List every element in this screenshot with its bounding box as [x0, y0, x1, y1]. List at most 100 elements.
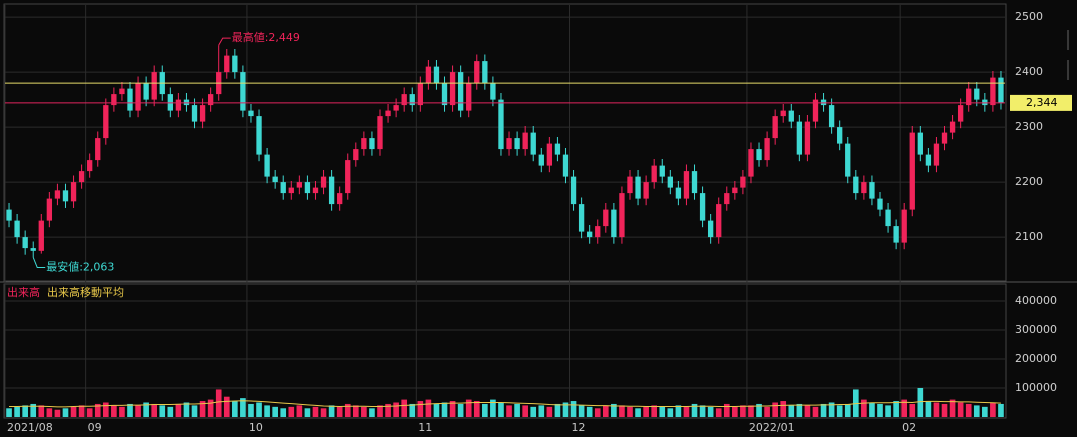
candle-body [425, 66, 432, 84]
volume-bar [457, 403, 464, 417]
volume-bar [256, 402, 262, 417]
candle-body [804, 121, 811, 155]
candle-body [562, 154, 569, 177]
volume-bar [917, 387, 924, 417]
candle-body [345, 160, 351, 194]
candle-body [667, 176, 673, 188]
volume-bar [119, 406, 125, 417]
volume-bar [433, 403, 440, 417]
candle-body [917, 132, 923, 155]
volume-bar [990, 402, 996, 417]
volume-bar [159, 405, 166, 417]
volume-bar [70, 406, 77, 417]
price-panel-frame [3, 3, 1007, 282]
volume-bar [982, 406, 988, 417]
price-label: 2,344 [1026, 96, 1058, 109]
candle-body [764, 138, 770, 161]
volume-bar [554, 403, 561, 417]
volume-bar [352, 405, 359, 417]
volume-bar [54, 409, 61, 417]
candle-body [522, 132, 528, 150]
candle-body [288, 187, 294, 194]
candle-body [6, 209, 12, 221]
candle-body [949, 121, 956, 133]
volume-bar [336, 406, 343, 417]
volume-bar [570, 401, 577, 417]
candle-body [506, 138, 512, 150]
candle-body [877, 198, 883, 210]
y-tick-label: 2200 [1015, 175, 1043, 188]
candle-body [369, 138, 375, 150]
volume-bar [207, 399, 214, 417]
volume-bar [836, 405, 843, 417]
volume-bar [715, 408, 722, 417]
candle-body [361, 138, 367, 150]
volume-bar [578, 405, 585, 417]
candle-body [998, 77, 1004, 103]
volume-bar [151, 403, 158, 417]
volume-bar [409, 403, 416, 417]
volume-bar [925, 401, 932, 417]
volume-bar [941, 403, 948, 417]
volume-bar [393, 402, 399, 417]
candle-body [812, 99, 819, 122]
candle-body [62, 190, 69, 202]
volume-bar [877, 403, 883, 417]
annotation-text: 最安値:2,063 [46, 259, 114, 273]
candle-body [385, 110, 391, 117]
volume-bar [707, 406, 714, 417]
candle-body [272, 176, 278, 183]
candle-body [966, 88, 972, 106]
y-tick-label: 200000 [1015, 352, 1057, 365]
volume-bar [199, 401, 206, 417]
candle-body [232, 55, 238, 73]
volume-bar [764, 406, 770, 417]
candle-body [296, 182, 303, 188]
volume-bar [788, 405, 795, 417]
annotation-arrow [32, 257, 46, 268]
candle-body [651, 165, 657, 183]
volume-bar [949, 399, 956, 417]
volume-bar [562, 402, 569, 417]
volume-bar [586, 406, 593, 417]
volume-bar [361, 406, 367, 417]
candle-body [756, 149, 762, 161]
candle-body [328, 176, 335, 205]
candle-body [837, 127, 843, 144]
volume-bar [465, 399, 472, 417]
volume-bar [780, 401, 787, 417]
volume-bar [223, 396, 230, 417]
candle-body [982, 99, 988, 106]
candle-body [78, 171, 85, 183]
volume-bar [215, 389, 222, 417]
candle-body [337, 193, 343, 205]
candle-body [417, 83, 423, 106]
candle-body [675, 187, 682, 199]
candle-body [320, 176, 327, 188]
volume-bar [627, 406, 633, 417]
volume-bar [482, 403, 488, 417]
volume-bar [6, 408, 12, 417]
y-tick-label: 2300 [1015, 120, 1043, 133]
volume-bar [328, 405, 335, 417]
volume-bar [449, 401, 456, 417]
volume-bar [441, 402, 448, 417]
candle-body [441, 83, 448, 106]
candle-body [22, 237, 28, 249]
volume-bar [94, 403, 101, 417]
volume-bar [901, 399, 908, 417]
x-tick-label: 2021/08 [7, 421, 53, 434]
volume-bar [723, 403, 730, 417]
candle-body [175, 99, 182, 111]
volume-bar [546, 406, 553, 417]
candle-body [595, 226, 601, 238]
volume-bar [385, 403, 391, 417]
volume-bar [312, 406, 319, 417]
volume-bar [965, 403, 972, 417]
volume-bar [296, 405, 303, 417]
volume-bar [635, 408, 641, 417]
candle-body [377, 116, 383, 150]
volume-bar [893, 401, 899, 417]
volume-bar [86, 408, 93, 417]
volume-bar [933, 402, 940, 417]
